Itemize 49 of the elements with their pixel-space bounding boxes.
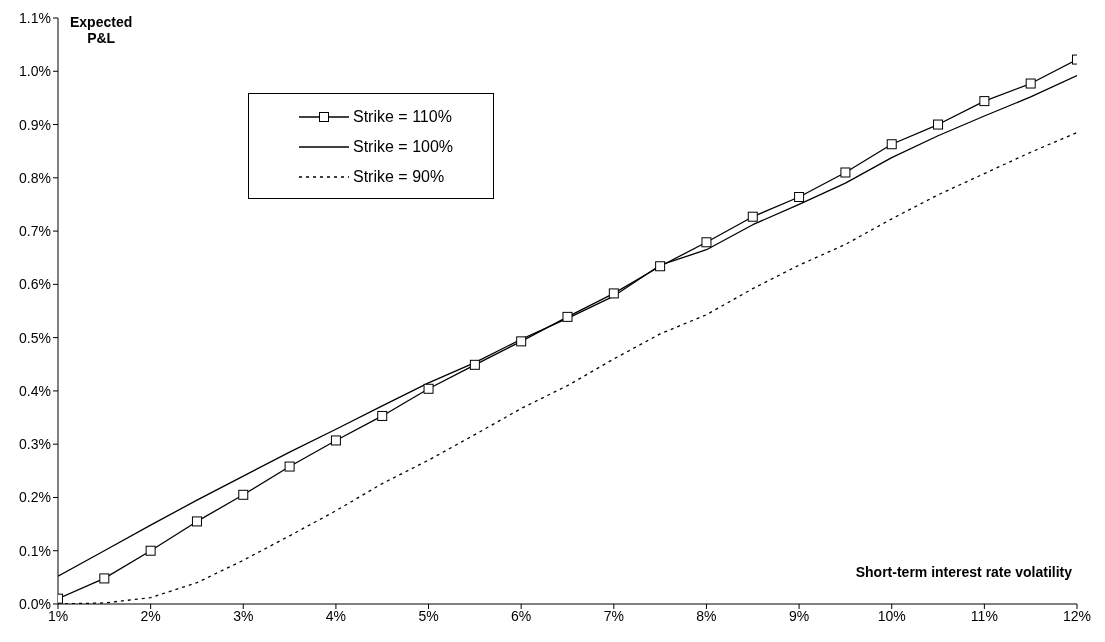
point (701, 237, 712, 248)
point (377, 410, 388, 421)
point (562, 311, 573, 322)
point (99, 573, 110, 584)
point (886, 139, 897, 150)
y-tick-label: 0.4% (19, 382, 51, 399)
x-tick-label: 3% (233, 607, 254, 624)
point (608, 288, 619, 299)
point (747, 211, 758, 222)
x-tick-label: 10% (877, 607, 906, 624)
x-tick-label: 8% (696, 607, 717, 624)
point (516, 336, 527, 347)
point (145, 545, 156, 556)
y-tick-label: 0.1% (19, 542, 51, 559)
y-tick-label: 1.1% (19, 9, 51, 26)
point (284, 461, 295, 472)
point (238, 489, 249, 500)
point (655, 261, 666, 272)
point (330, 435, 341, 446)
x-tick-label: 9% (788, 607, 810, 624)
point (1025, 78, 1036, 89)
y-axis-title: Expected P&L (70, 14, 133, 46)
legend-label: Strike = 90% (353, 168, 445, 186)
x-tick-label: 2% (140, 607, 161, 624)
y-tick-label: 0.8% (19, 169, 51, 186)
y-tick-label: 0.7% (19, 223, 51, 240)
point (423, 383, 434, 394)
point (469, 359, 480, 370)
x-axis-title: Short-term interest rate volatility (855, 564, 1072, 580)
x-tick-label: 4% (325, 607, 347, 624)
y-tick-label: 0.2% (19, 489, 51, 506)
legend-label: Strike = 110% (353, 108, 452, 126)
x-tick-label: 12% (1062, 607, 1092, 624)
point (840, 167, 851, 178)
point (191, 516, 202, 527)
y-tick-label: 1.0% (19, 63, 51, 80)
x-tick-label: 6% (511, 607, 532, 624)
y-tick-label: 0.3% (19, 436, 51, 453)
y-tick-label: 0.9% (19, 116, 51, 133)
point (933, 119, 944, 130)
point (794, 192, 805, 202)
x-tick-label: 5% (418, 607, 439, 624)
y-tick-label: 0.0% (19, 595, 51, 612)
x-tick-label: 7% (603, 607, 624, 624)
x-tick-label: 11% (970, 607, 998, 624)
y-tick-label: 0.6% (19, 276, 51, 293)
point (979, 96, 990, 107)
y-tick-label: 0.5% (19, 329, 51, 346)
legend-label: Strike = 100% (353, 138, 454, 156)
